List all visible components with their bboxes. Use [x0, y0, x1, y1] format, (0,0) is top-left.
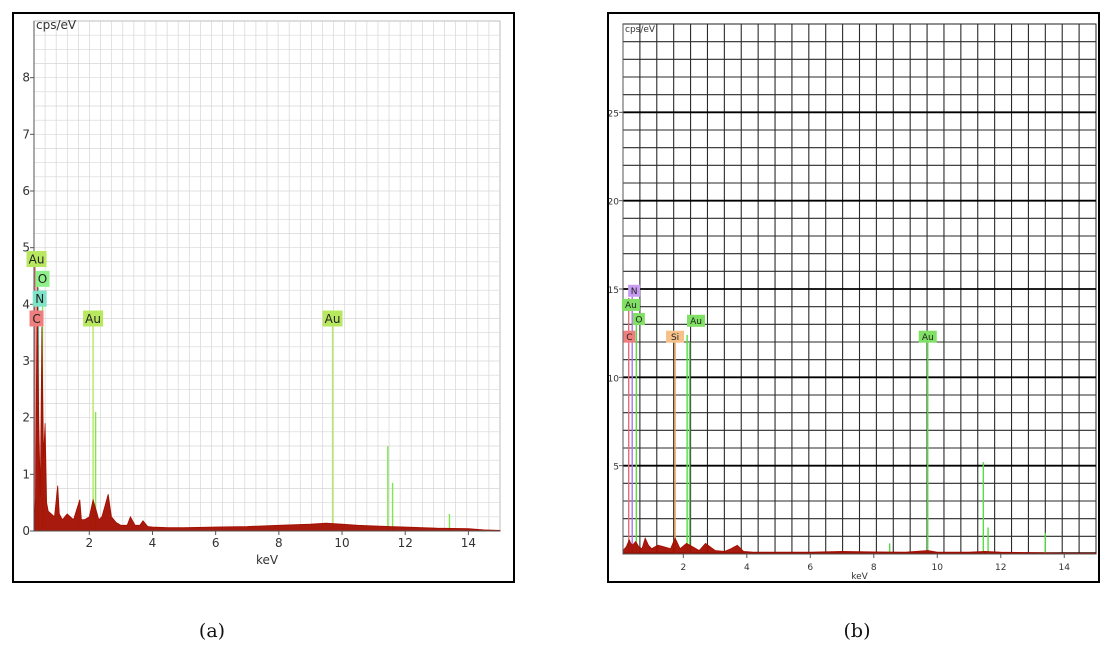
x-tick-label: 10: [334, 536, 349, 550]
caption-b: (b): [843, 620, 871, 642]
y-tick-label: 25: [609, 109, 619, 119]
element-badge: [322, 310, 343, 327]
x-tick-label: 2: [680, 563, 686, 573]
element-badge-label: Au: [85, 312, 101, 326]
element-badge: [623, 330, 636, 343]
y-tick-label: 6: [22, 184, 30, 198]
x-tick-label: 6: [807, 563, 813, 573]
element-badge: [32, 290, 47, 307]
element-badge: [26, 251, 47, 267]
x-tick-label: 8: [275, 536, 283, 550]
y-tick-label: 15: [609, 286, 619, 296]
element-badge-label: Au: [625, 301, 637, 311]
y-tick-label: 3: [22, 354, 30, 368]
x-tick-label: 6: [212, 536, 220, 550]
x-tick-label: 14: [1059, 563, 1071, 573]
x-tick-label: 14: [461, 536, 476, 550]
element-badge-label: O: [635, 315, 642, 325]
y-tick-label: 10: [609, 374, 619, 384]
element-badge-label: Si: [671, 333, 679, 343]
element-badge-label: Au: [690, 317, 702, 327]
element-badge: [29, 310, 44, 327]
element-badge-label: O: [38, 272, 47, 286]
y-tick-label: 4: [22, 297, 30, 311]
caption-a: (a): [198, 620, 226, 642]
spectrum-series: [622, 536, 1097, 555]
x-tick-label: 10: [932, 563, 944, 573]
element-badge-label: Au: [922, 333, 934, 343]
chart-panel-b: 2 4 6 8 10 12 14 5 10 15 20 25 cps/eV keV N Au O C Si Au Au: [607, 12, 1100, 583]
x-tick-label: 4: [744, 563, 750, 573]
y-tick-label: 5: [613, 463, 619, 473]
y-tick-label: 2: [22, 411, 30, 425]
chart-panel-a: 2 4 6 8 10 12 14 0 1 2 3 4 5 6 7 8 cps/eV keV C N O Au Au Au: [12, 12, 515, 583]
element-badge-label: N: [35, 292, 44, 306]
element-badge: [632, 313, 645, 326]
element-badge: [83, 310, 104, 327]
element-badge-label: C: [32, 312, 40, 326]
y-tick-label: 0: [22, 524, 30, 538]
element-badge: [687, 314, 706, 327]
y-axis-title: cps/eV: [36, 18, 77, 32]
x-tick-label: 2: [85, 536, 93, 550]
x-tick-label: 8: [871, 563, 877, 573]
x-tick-label: 12: [398, 536, 413, 550]
y-tick-label: 20: [609, 198, 619, 208]
edx-spectrum-chart-b: 2 4 6 8 10 12 14 5 10 15 20 25 cps/eV keV N Au OC Si Au Au: [609, 23, 1097, 581]
x-tick-label: 12: [995, 563, 1006, 573]
y-tick-label: 8: [22, 71, 30, 85]
element-badge-label: C: [626, 333, 632, 343]
y-tick-label: 7: [22, 127, 30, 141]
element-badge: [628, 284, 641, 297]
element-badge-label: N: [631, 287, 638, 297]
x-tick-label: 4: [149, 536, 157, 550]
x-axis-title: keV: [256, 553, 279, 567]
element-badge-label: Au: [325, 312, 341, 326]
spectrum-series: [33, 275, 501, 532]
y-tick-label: 1: [22, 467, 30, 481]
element-badge: [918, 330, 937, 343]
x-axis-title: keV: [851, 572, 868, 581]
element-badge: [666, 330, 685, 343]
y-axis-title: cps/eV: [625, 25, 656, 35]
y-tick-label: 5: [22, 241, 30, 255]
element-badge: [35, 270, 50, 287]
element-badge: [621, 298, 640, 311]
element-badge-label: Au: [29, 252, 45, 266]
